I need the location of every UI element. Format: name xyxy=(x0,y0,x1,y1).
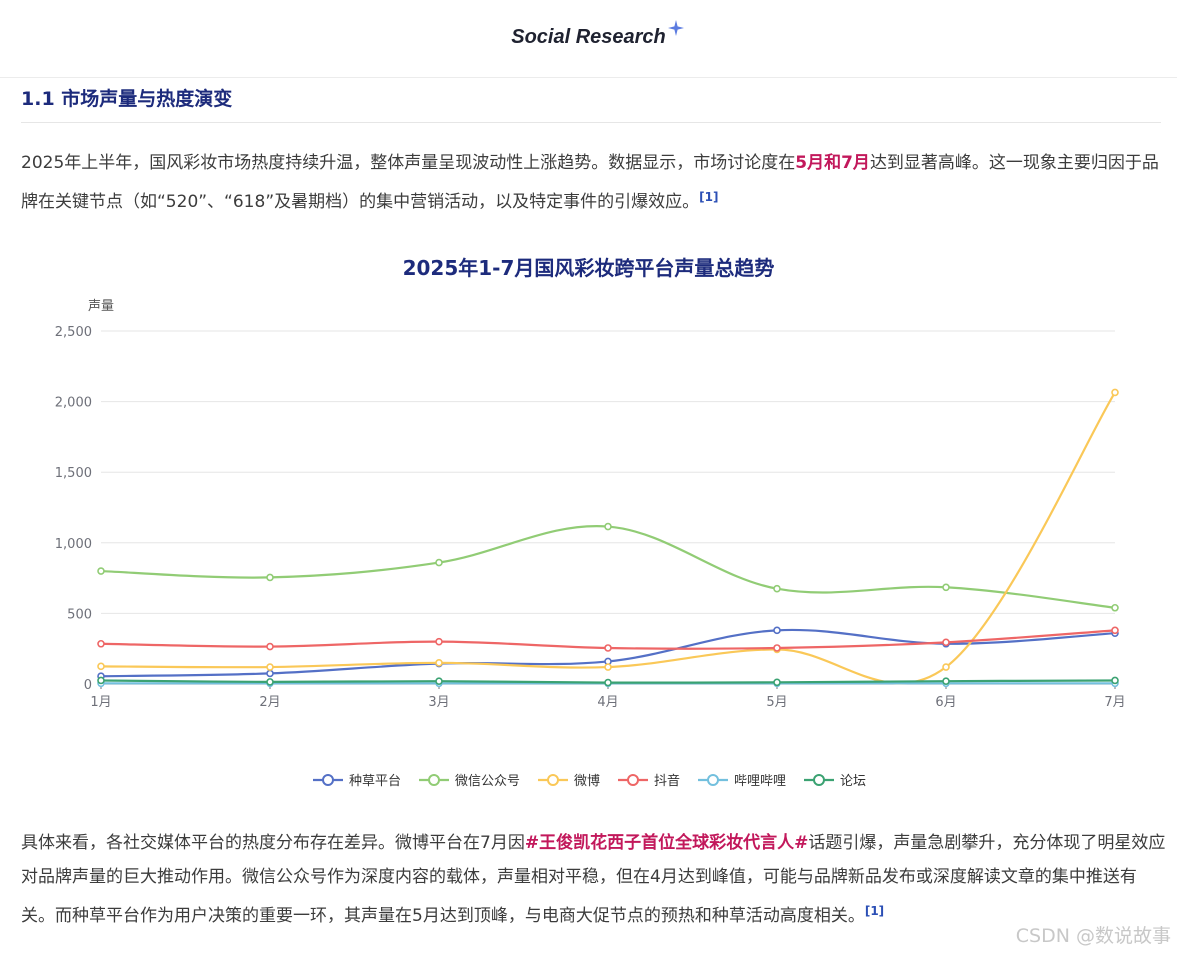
data-point xyxy=(266,573,274,582)
section-heading: 1.1 市场声量与热度演变 xyxy=(21,88,233,110)
legend-label: 哔哩哔哩 xyxy=(734,774,786,789)
paragraph-text: 2025年上半年，国风彩妆市场热度持续升温，整体声量呈现波动性上涨趋势。数据显示… xyxy=(21,153,796,173)
legend-label: 微博 xyxy=(574,774,600,789)
data-point xyxy=(97,567,105,575)
x-tick-label: 1月 xyxy=(90,695,111,710)
watermark: CSDN @数说故事 xyxy=(1015,925,1171,947)
citation-link[interactable]: [1] xyxy=(864,904,885,918)
data-point xyxy=(97,676,105,685)
legend-swatch-marker xyxy=(428,774,440,786)
data-point xyxy=(1111,676,1119,685)
legend-label: 论坛 xyxy=(840,774,866,789)
data-point xyxy=(266,663,274,671)
y-axis-title: 声量 xyxy=(88,299,114,314)
legend-swatch-marker xyxy=(547,774,559,786)
data-point xyxy=(1111,388,1119,397)
series-line-1 xyxy=(100,525,1116,609)
data-point xyxy=(266,669,274,678)
x-tick-label: 6月 xyxy=(935,695,956,710)
data-point xyxy=(1111,626,1119,635)
chart-title: 2025年1-7月国风彩妆跨平台声量总趋势 xyxy=(402,256,775,280)
analysis-paragraph: 具体来看，各社交媒体平台的热度分布存在差异。微博平台在7月因#王俊凯花西子首位全… xyxy=(21,826,1166,933)
paragraph-text: 达到显著高峰。这一现象主要归因于品牌在关键节点（如“520”、“618”及暑期档… xyxy=(21,153,1159,212)
legend-swatch-marker xyxy=(322,774,334,786)
data-point xyxy=(97,639,105,648)
y-tick-label: 2,000 xyxy=(55,396,92,411)
legend-label: 抖音 xyxy=(654,773,680,789)
series-line-2 xyxy=(100,391,1116,685)
data-point xyxy=(435,558,443,567)
legend-label: 微信公众号 xyxy=(455,774,520,789)
data-point xyxy=(604,678,612,687)
top-bar: Social Research xyxy=(0,0,1177,78)
data-point xyxy=(604,644,612,652)
citation-link[interactable]: [1] xyxy=(699,190,719,204)
hashtag-highlight: #王俊凯花西子首位全球彩妆代言人# xyxy=(524,833,809,853)
highlight-text: 5月和7月 xyxy=(795,153,870,173)
legend-swatch-marker xyxy=(627,774,639,786)
data-point xyxy=(604,663,612,671)
data-point xyxy=(773,584,781,593)
section-divider xyxy=(21,122,1161,123)
data-point xyxy=(266,642,274,651)
data-point xyxy=(1111,603,1119,612)
brand-logo: Social Research xyxy=(0,20,1177,49)
brand-name: Social Research xyxy=(511,26,666,48)
y-tick-label: 2,500 xyxy=(55,325,92,340)
y-tick-label: 0 xyxy=(84,678,92,693)
y-tick-label: 1,000 xyxy=(55,537,92,552)
intro-paragraph: 2025年上半年，国风彩妆市场热度持续升温，整体声量呈现波动性上涨趋势。数据显示… xyxy=(21,146,1166,219)
y-tick-label: 1,500 xyxy=(55,466,92,481)
legend-swatch-marker xyxy=(813,774,825,786)
data-point xyxy=(942,663,950,671)
legend-label: 种草平台 xyxy=(349,774,401,789)
data-point xyxy=(942,583,950,592)
x-tick-label: 5月 xyxy=(766,695,787,710)
data-point xyxy=(266,678,274,686)
trend-line-chart: 声量 0 500 1,000 1,500 2,000 2,500 1月 2月 3月 4月 5月 6月 7月… xyxy=(55,299,1126,789)
data-point xyxy=(435,677,443,685)
x-tick-label: 4月 xyxy=(597,695,618,710)
paragraph-text: 具体来看，各社交媒体平台的热度分布存在差异。微博平台在7月因 xyxy=(21,833,525,853)
data-point xyxy=(97,662,105,671)
data-point xyxy=(773,678,781,687)
data-point xyxy=(604,522,612,531)
data-point xyxy=(773,644,781,652)
data-point xyxy=(435,637,443,646)
y-tick-label: 500 xyxy=(67,607,92,622)
sparkle-icon xyxy=(667,20,684,36)
data-point xyxy=(773,626,781,635)
data-point xyxy=(942,677,950,685)
x-tick-label: 7月 xyxy=(1104,695,1125,710)
data-point xyxy=(435,659,443,667)
x-tick-label: 2月 xyxy=(259,695,280,710)
legend-swatch-marker xyxy=(707,774,719,786)
data-point xyxy=(942,638,950,647)
paragraph-text: 话题引爆，声量急剧攀升，充分体现了明星效应对品牌声量的巨大推动作用。微信公众号作… xyxy=(21,833,1166,926)
x-tick-label: 3月 xyxy=(428,695,449,710)
